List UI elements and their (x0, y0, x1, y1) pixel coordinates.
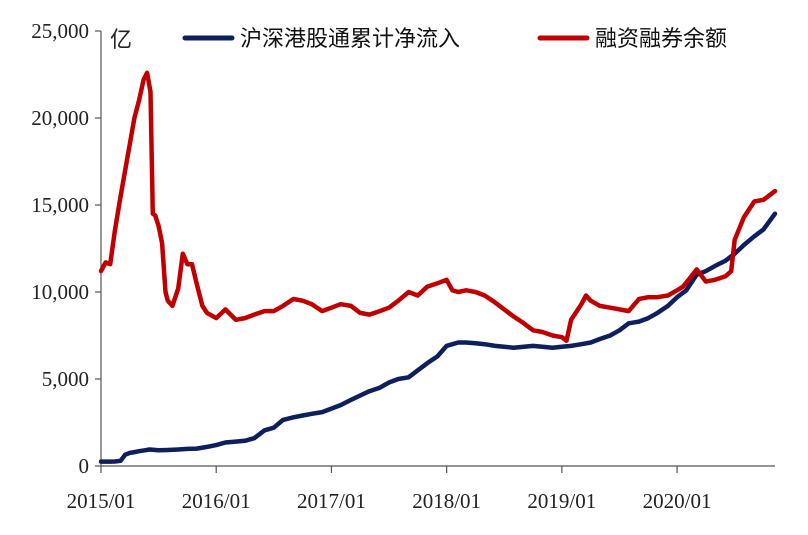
x-tick-label: 2018/01 (412, 489, 481, 513)
y-tick-label: 25,000 (31, 19, 89, 43)
y-tick-label: 15,000 (31, 193, 89, 217)
legend-label-2: 融资融券余额 (595, 27, 727, 52)
y-tick-label: 10,000 (31, 280, 89, 304)
x-tick-label: 2017/01 (297, 489, 366, 513)
legend: 沪深港股通累计净流入 融资融券余额 (182, 27, 727, 52)
legend-label-1: 沪深港股通累计净流入 (240, 27, 460, 52)
x-tick-label: 2019/01 (527, 489, 596, 513)
series-layer (98, 70, 778, 464)
y-axis-unit-label: 亿 (110, 28, 132, 53)
y-tick-label: 5,000 (42, 367, 89, 391)
y-tick-label: 0 (79, 454, 90, 478)
axes: 0 5,000 10,000 15,000 20,000 25,000 2015/01 201… (31, 19, 775, 513)
x-tick-label: 2020/01 (643, 489, 712, 513)
y-tick-label: 20,000 (31, 106, 89, 130)
series-line-1 (98, 211, 778, 464)
x-tick-label: 2016/01 (182, 489, 251, 513)
series-line-2 (98, 70, 778, 343)
x-tick-label: 2015/01 (67, 489, 136, 513)
